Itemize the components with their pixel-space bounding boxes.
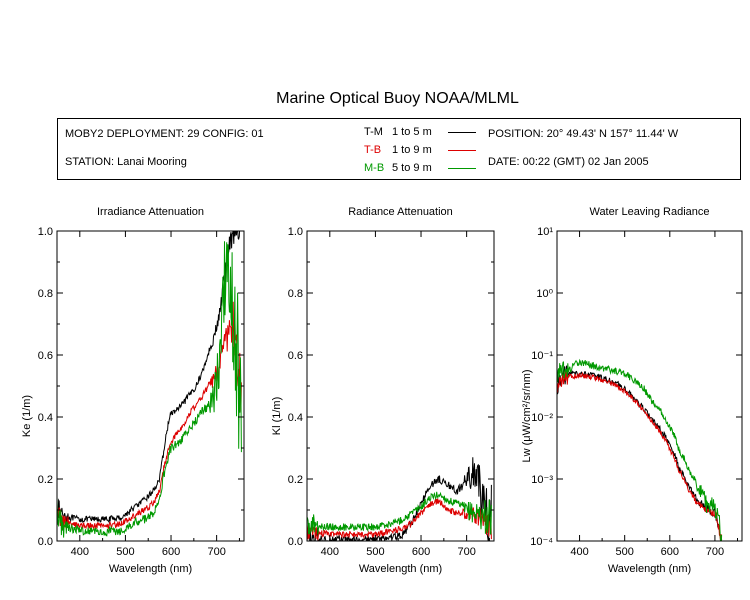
page-title: Marine Optical Buoy NOAA/MLML	[276, 90, 519, 107]
legend-range-tb: 1 to 9 m	[392, 144, 432, 156]
chart-2: 400 500 600 700 0.0 0.2 0.4 0.6 0.8 1.0 Radiance A…	[271, 206, 495, 575]
series-line-t-b	[57, 301, 242, 531]
y-tick-label: 10⁻¹	[531, 350, 553, 362]
legend-code-tb: T-B	[364, 144, 382, 156]
date-text: DATE: 00:22 (GMT) 02 Jan 2005	[488, 156, 649, 168]
plot-frame	[306, 230, 495, 542]
x-axis-label: Wavelength (nm)	[608, 563, 691, 575]
y-tick-label: 10⁻⁴	[530, 536, 553, 548]
y-axis-label: Lw (μW/cm²/sr/nm)	[521, 369, 533, 462]
y-tick-label: 10⁰	[536, 288, 553, 300]
x-tick-label: 700	[457, 546, 475, 558]
deployment-text: MOBY2 DEPLOYMENT: 29 CONFIG: 01	[65, 128, 264, 140]
info-box: MOBY2 DEPLOYMENT: 29 CONFIG: 01 STATION:…	[57, 118, 741, 180]
x-tick-label: 600	[162, 546, 180, 558]
legend-line-tb	[448, 150, 476, 151]
x-tick-label: 600	[661, 546, 679, 558]
x-axis-label: Wavelength (nm)	[109, 563, 192, 575]
y-tick-label: 1.0	[38, 226, 53, 238]
plot-frame	[556, 230, 743, 542]
y-tick-label: 0.2	[38, 474, 53, 486]
chart-title: Water Leaving Radiance	[589, 206, 709, 218]
y-tick-label: 0.2	[288, 474, 303, 486]
x-tick-label: 500	[116, 546, 134, 558]
x-tick-label: 700	[207, 546, 225, 558]
station-text: STATION: Lanai Mooring	[65, 156, 187, 168]
y-tick-label: 0.0	[288, 536, 303, 548]
series-line-m-b	[57, 241, 242, 538]
y-tick-label: 10⁻³	[531, 474, 553, 486]
series-line-m-b	[557, 358, 723, 541]
x-tick-label: 400	[71, 546, 89, 558]
y-tick-label: 10¹	[537, 226, 553, 238]
legend-line-mb	[448, 168, 476, 169]
chart-title: Irradiance Attenuation	[97, 206, 204, 218]
chart-title: Radiance Attenuation	[348, 206, 453, 218]
legend-code-tm: T-M	[364, 126, 383, 138]
series-line-t-m	[57, 231, 241, 526]
y-tick-label: 10⁻²	[531, 412, 553, 424]
y-tick-label: 0.6	[38, 350, 53, 362]
x-tick-label: 400	[570, 546, 588, 558]
y-tick-label: 0.4	[288, 412, 303, 424]
y-tick-label: 0.6	[288, 350, 303, 362]
series-line-t-b	[557, 370, 722, 541]
y-tick-label: 0.8	[38, 288, 53, 300]
x-tick-label: 600	[412, 546, 430, 558]
chart-1: 400 500 600 700 0.0 0.2 0.4 0.6 0.8 1.0 Irradiance…	[21, 206, 245, 575]
legend-code-mb: M-B	[364, 162, 385, 174]
position-text: POSITION: 20° 49.43' N 157° 11.44' W	[488, 128, 679, 140]
y-axis-label: Ke (1/m)	[21, 395, 33, 437]
chart-3: 400 500 600 700 10⁻⁴ 10⁻³ 10⁻² 10⁻¹ 10⁰ 10¹ Water …	[521, 206, 743, 575]
y-tick-label: 0.8	[288, 288, 303, 300]
x-tick-label: 400	[321, 546, 339, 558]
legend-range-mb: 5 to 9 m	[392, 162, 432, 174]
legend-line-tm	[448, 132, 476, 133]
series-line-m-b	[307, 491, 492, 535]
x-tick-label: 700	[706, 546, 724, 558]
x-axis-label: Wavelength (nm)	[359, 563, 442, 575]
y-tick-label: 0.4	[38, 412, 53, 424]
y-axis-label: Kl (1/m)	[271, 397, 283, 436]
legend-range-tm: 1 to 5 m	[392, 126, 432, 138]
series-line-t-m	[307, 457, 492, 541]
x-tick-label: 500	[616, 546, 634, 558]
y-tick-label: 0.0	[38, 536, 53, 548]
series-line-t-m	[557, 365, 723, 541]
series-line-t-b	[307, 498, 492, 541]
y-tick-label: 1.0	[288, 226, 303, 238]
x-tick-label: 500	[366, 546, 384, 558]
